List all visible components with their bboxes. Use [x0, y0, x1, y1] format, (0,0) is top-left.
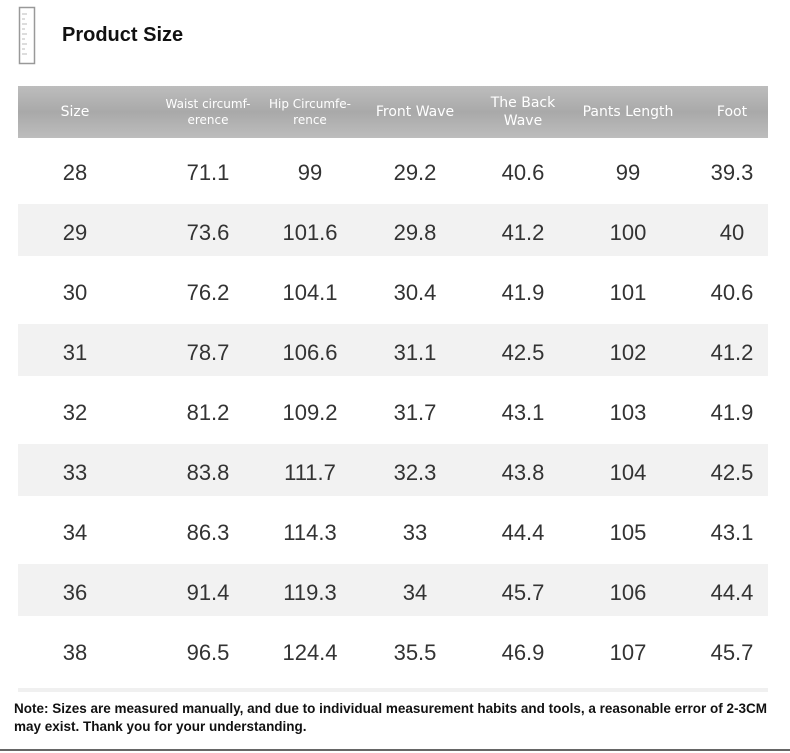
cell: 40	[719, 220, 745, 245]
column-header: The Back Wave	[491, 94, 555, 130]
cell: 86.3	[186, 520, 230, 545]
cell: 32	[62, 400, 88, 425]
cell: 99	[615, 160, 641, 185]
cell: 33	[402, 520, 428, 545]
cell: 104	[609, 460, 647, 485]
cell: 30	[62, 280, 88, 305]
header-bar	[18, 86, 768, 138]
note: Note: Sizes are measured manually, and d…	[14, 701, 767, 734]
cell: 101.6	[282, 220, 338, 245]
cell: 45.7	[501, 580, 545, 605]
cell: 29	[62, 220, 88, 245]
divider	[18, 688, 768, 692]
column-header: Pants Length	[583, 103, 674, 121]
cell: 40.6	[501, 160, 545, 185]
cell: 29.2	[393, 160, 437, 185]
cell: 33	[62, 460, 88, 485]
cell: 119.3	[283, 580, 337, 605]
cell: 39.3	[710, 160, 754, 185]
cell: 41.9	[710, 400, 754, 425]
cell: 106.6	[282, 340, 338, 365]
cell: 111.7	[284, 460, 336, 485]
cell: 78.7	[186, 340, 230, 365]
column-header: Foot	[717, 103, 747, 121]
header-line: Foot	[716, 104, 748, 120]
cell: 35.5	[393, 640, 437, 665]
header-line: erence	[187, 113, 229, 127]
cell: 31	[62, 340, 88, 365]
header-line: Hip Circumfe-	[268, 97, 352, 111]
row-stripe	[18, 204, 768, 256]
cell: 104.1	[282, 280, 338, 305]
cell: 34	[62, 520, 88, 545]
cell: 41.2	[710, 340, 754, 365]
cell: 96.5	[186, 640, 230, 665]
cell: 42.5	[501, 340, 545, 365]
cell: 103	[609, 400, 647, 425]
cell: 101	[609, 280, 647, 305]
cell: 107	[609, 640, 647, 665]
cell: 44.4	[710, 580, 754, 605]
cell: 38	[62, 640, 88, 665]
row-stripe	[18, 324, 768, 376]
cell: 105	[609, 520, 647, 545]
cell: 71.1	[186, 160, 230, 185]
header-line: Waist circumf-	[165, 97, 251, 111]
column-header: Hip Circumfe-rence	[269, 96, 351, 128]
header-line: Wave	[503, 113, 543, 129]
cell: 83.8	[186, 460, 230, 485]
cell: 32.3	[393, 460, 437, 485]
cell: 73.6	[186, 220, 230, 245]
cell: 34	[402, 580, 428, 605]
cell: 99	[297, 160, 323, 185]
cell: 31.7	[393, 400, 437, 425]
cell: 43.1	[710, 520, 754, 545]
cell: 45.7	[710, 640, 754, 665]
cell: 41.9	[501, 280, 545, 305]
header-line: Size	[60, 104, 90, 120]
column-header: Size	[61, 103, 90, 121]
cell: 41.2	[501, 220, 545, 245]
cell: 81.2	[186, 400, 230, 425]
cell: 106	[609, 580, 647, 605]
cell: 36	[62, 580, 88, 605]
cell: 44.4	[501, 520, 545, 545]
column-header: Waist circumf-erence	[166, 96, 251, 128]
cell: 31.1	[393, 340, 437, 365]
cell: 102	[609, 340, 647, 365]
header-line: The Back	[490, 95, 556, 111]
title: Product Size	[62, 24, 184, 46]
cell: 46.9	[501, 640, 545, 665]
column-header: Front Wave	[376, 103, 454, 121]
cell: 76.2	[186, 280, 230, 305]
cell: 40.6	[710, 280, 754, 305]
header-line: Pants Length	[582, 104, 674, 120]
row-stripe	[18, 444, 768, 496]
cell: 109.2	[282, 400, 338, 425]
cell: 30.4	[393, 280, 437, 305]
cell: 43.1	[501, 400, 545, 425]
header-line: Front Wave	[375, 104, 455, 120]
cell: 43.8	[501, 460, 545, 485]
bottom-rule	[0, 749, 790, 751]
cell: 124.4	[282, 640, 338, 665]
cell: 42.5	[710, 460, 754, 485]
cell: 28	[62, 160, 88, 185]
header-line: rence	[293, 113, 327, 127]
cell: 29.8	[393, 220, 437, 245]
cell: 100	[609, 220, 647, 245]
row-stripe	[18, 564, 768, 616]
cell: 91.4	[186, 580, 230, 605]
cell: 114.3	[283, 520, 337, 545]
ruler-icon	[18, 6, 36, 65]
